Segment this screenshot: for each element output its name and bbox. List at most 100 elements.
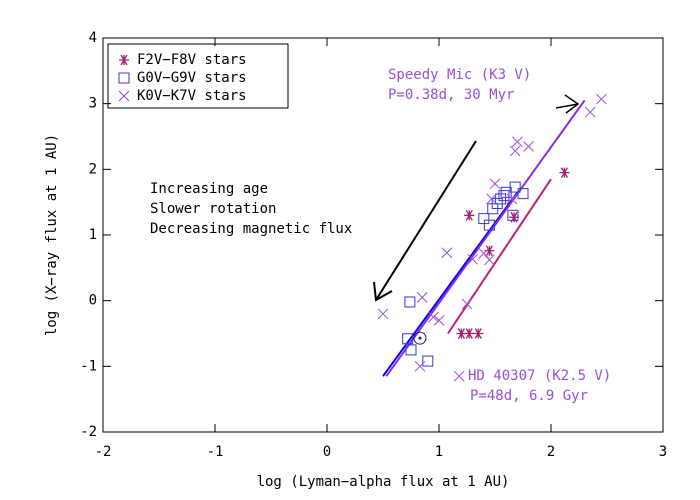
marker-shape [509,211,520,223]
marker-shape [584,106,596,118]
annotation: P=0.38d, 30 Myr [388,87,514,103]
data-point [464,209,475,221]
data-point [484,254,495,266]
data-point [414,360,426,372]
marker-shape [467,253,478,265]
data-point [498,190,510,202]
marker-shape [517,188,529,200]
data-point [483,219,495,231]
marker-shape [512,136,523,148]
data-point [484,245,495,257]
marker-shape [414,360,426,372]
marker-shape [119,54,129,66]
data-point [461,298,473,310]
annotation: P=48d, 6.9 Gyr [470,388,588,404]
data-point [478,213,490,225]
legend-marker [118,72,130,84]
marker-shape [118,90,130,102]
data-point [517,188,529,200]
data-point [405,344,417,356]
legend-box [107,43,289,109]
marker-shape [416,292,428,303]
data-point [473,328,484,339]
fit-line [382,191,519,377]
data-point [422,355,434,367]
data-point [559,167,570,178]
y-axis-label: log (X−ray flux at 1 AU) [44,134,60,336]
data-point [404,296,416,308]
annotation: Decreasing magnetic flux [150,221,352,237]
fit-line [447,178,552,335]
marker-shape [498,190,510,202]
marker-shape [478,248,490,259]
x-tick-label: -1 [207,444,224,460]
marker-shape [456,328,467,339]
y-tick-label: -1 [80,358,97,374]
marker-shape [489,178,501,190]
marker-shape [596,93,607,105]
marker-shape [507,209,519,221]
x-tick-label: 3 [659,444,667,460]
data-point [464,328,475,339]
marker-shape [486,193,497,205]
x-tick-label: 2 [547,444,555,460]
speedy-arrow [555,94,580,114]
age-arrow [373,140,477,302]
marker-shape [509,181,521,193]
data-point [456,328,467,339]
data-point [453,370,465,382]
legend-label: K0V−K7V stars [137,88,247,104]
sun-point [413,331,427,345]
data-point [506,193,518,205]
marker-shape [484,254,495,266]
legend-marker [118,90,130,102]
data-point [596,93,607,105]
marker-shape [413,331,427,345]
legend-label: F2V−F8V stars [137,52,247,68]
marker-shape [559,167,570,178]
data-point [486,193,497,205]
data-point [402,333,414,345]
marker-shape [523,140,534,152]
legend-label: G0V−G9V stars [137,70,247,86]
marker-shape [506,193,518,205]
marker-shape [478,213,490,225]
marker-shape [461,298,473,310]
annotation: Increasing age [150,181,268,197]
marker-shape [377,308,389,320]
marker-shape [453,370,465,382]
data-point [377,308,389,320]
data-point [512,136,523,148]
data-point [489,178,501,190]
data-point [584,106,596,118]
y-tick-label: 3 [89,96,97,112]
marker-shape [484,245,495,257]
marker-shape [433,315,445,326]
data-point [478,248,490,259]
marker-shape [118,72,130,84]
marker-shape [428,311,439,323]
data-point [523,140,534,152]
data-point [507,209,519,221]
y-tick-label: -2 [80,424,97,440]
legend-marker [119,54,129,66]
data-point [467,253,478,265]
x-axis-label: log (Lyman−alpha flux at 1 AU) [257,474,510,490]
data-point [433,315,445,326]
marker-shape [405,344,417,356]
marker-shape [464,209,475,221]
annotation: Speedy Mic (K3 V) [388,67,531,83]
annotation: Slower rotation [150,201,276,217]
annotation: HD 40307 (K2.5 V) [468,368,611,384]
data-point [509,211,520,223]
marker-shape [464,328,475,339]
marker-shape [473,328,484,339]
data-point [509,145,521,157]
data-point [441,247,453,259]
marker-shape [509,145,521,157]
data-point [509,181,521,193]
x-tick-label: 1 [435,444,443,460]
data-point [495,193,507,205]
marker-shape [404,296,416,308]
